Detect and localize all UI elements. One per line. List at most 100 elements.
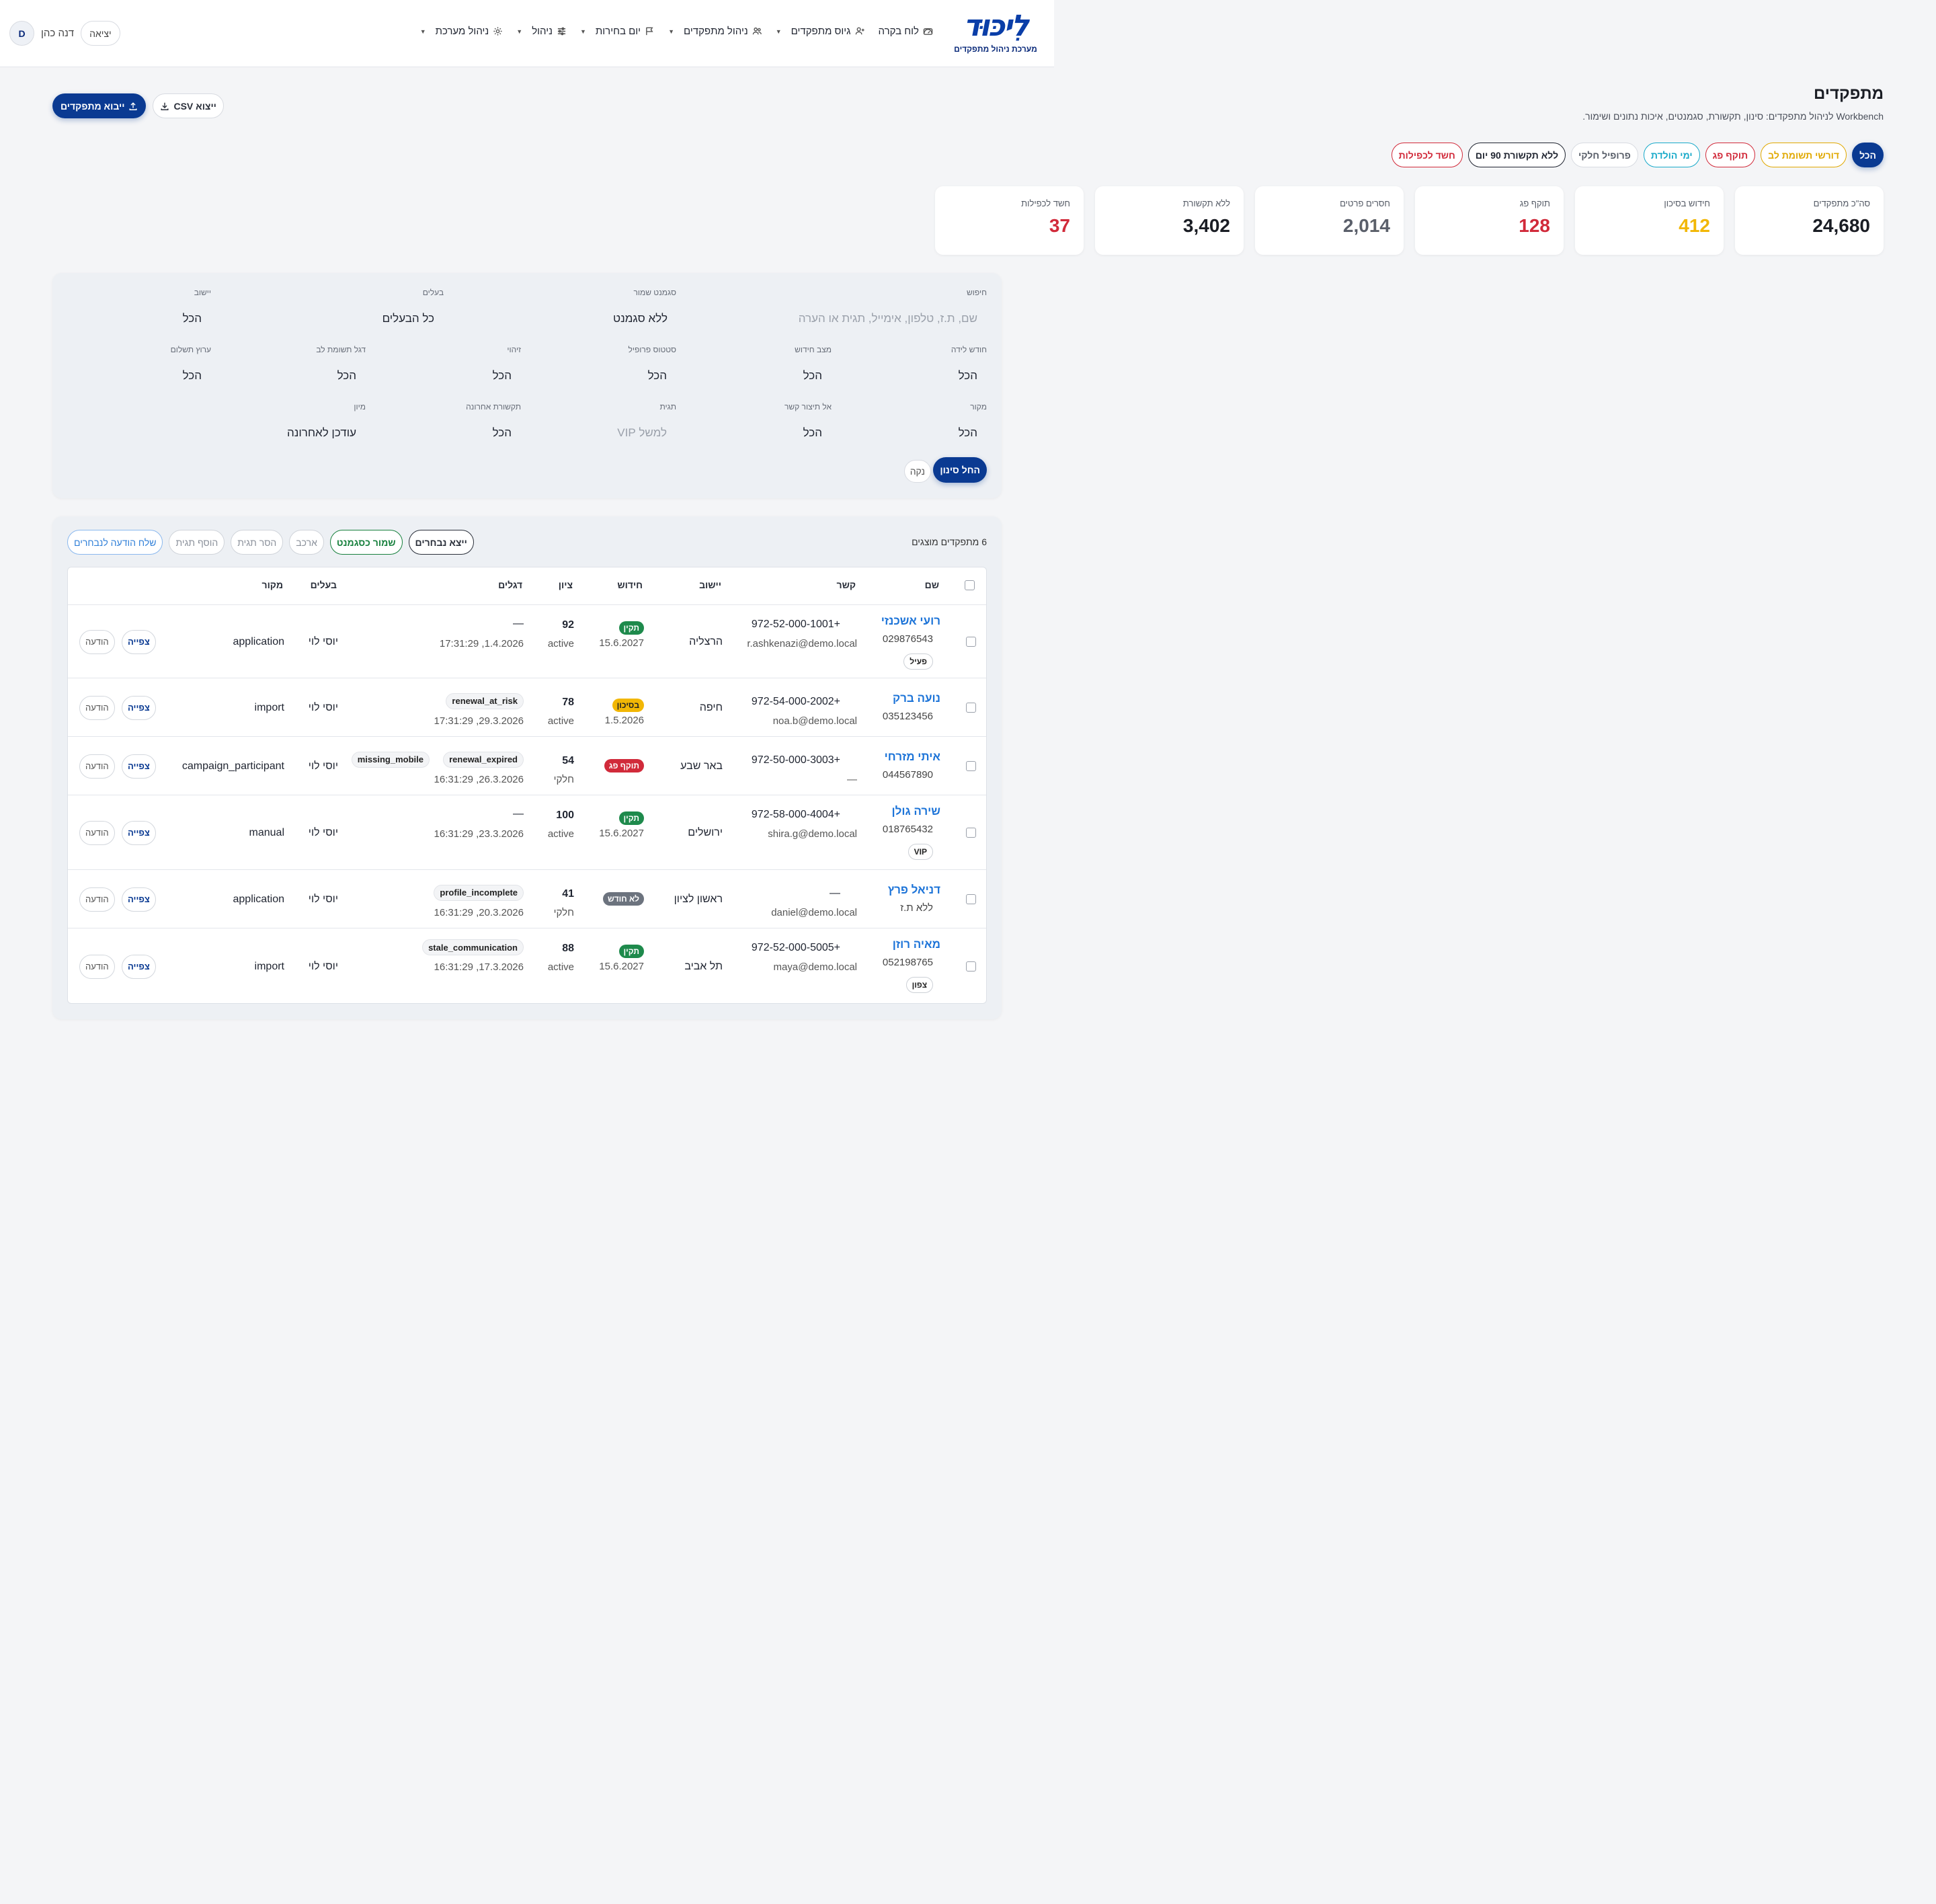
filter-pill-3[interactable]: ימי הולדת [1643, 143, 1700, 167]
sort-label: מיון [354, 402, 366, 411]
flag-chip: stale_communication [422, 939, 524, 955]
member-tag: פעיל [903, 653, 933, 670]
renewal-label: מצב חידוש [795, 345, 832, 354]
member-id: 052198765 [882, 957, 933, 968]
message-button[interactable]: הודעה [79, 695, 115, 720]
view-button[interactable]: צפייה [122, 695, 156, 720]
view-button[interactable]: צפייה [122, 820, 156, 845]
row-checkbox[interactable] [966, 636, 976, 647]
clear-filter-button[interactable]: נקה [903, 460, 931, 483]
last-contact-label: תקשורת אחרונה [466, 402, 521, 411]
source-select[interactable]: הכל [958, 426, 977, 439]
filter-pill-2[interactable]: תוקף פג [1705, 143, 1756, 167]
row-checkbox[interactable] [966, 827, 976, 838]
nav-item-3[interactable]: יום בחירות ▼ [580, 26, 655, 37]
filter-pill-6[interactable]: חשד לכפילות [1391, 143, 1463, 167]
search-input[interactable]: שם, ת.ז, טלפון, אימייל, תגית או הערה [798, 312, 977, 325]
payment-select[interactable]: הכל [182, 369, 202, 382]
export-selected-button[interactable]: ייצא נבחרים [408, 530, 474, 555]
stat-label: תוקף פג [1519, 198, 1550, 208]
renewal-select[interactable]: הכל [803, 369, 822, 382]
attention-select[interactable]: הכל [337, 369, 356, 382]
member-name-link[interactable]: רועי אשכנזי [881, 614, 940, 627]
row-checkbox[interactable] [966, 894, 976, 904]
row-checkbox[interactable] [966, 760, 976, 771]
logo[interactable]: לִיכּוּד מערכת ניהול מתפקדים [951, 8, 1041, 59]
nav-item-2[interactable]: ניהול מתפקדים ▼ [668, 26, 762, 37]
bulk-actions: ייצא נבחרים שמור כסגמנט ארכב הסר תגית הוסף ת… [67, 530, 474, 555]
column-header: יישוב [699, 580, 721, 590]
segment-select[interactable]: ללא סגמנט [613, 312, 668, 325]
page-title: מתפקדים [1813, 85, 1884, 103]
view-button[interactable]: צפייה [122, 887, 156, 912]
payment-label: ערוץ תשלום [170, 345, 211, 354]
view-button[interactable]: צפייה [122, 754, 156, 779]
no-contact-select[interactable]: הכל [803, 426, 822, 439]
last-contact-select[interactable]: הכל [492, 426, 512, 439]
contact-email: maya@demo.local [773, 961, 857, 973]
source-label: מקור [970, 402, 987, 411]
main-nav: לוח בקרה גיוס מתפקדים ▼ ניהול מתפקדים ▼ יום ב… [420, 26, 933, 37]
member-name-link[interactable]: שירה גולן [891, 805, 940, 818]
view-button[interactable]: צפייה [122, 629, 156, 654]
select-all-checkbox[interactable] [965, 580, 975, 590]
column-header: דגלים [498, 580, 522, 590]
renewal-status-badge: בסיכון [612, 698, 644, 712]
sort-select[interactable]: עודכן לאחרונה [286, 426, 356, 439]
filter-pill-4[interactable]: פרופיל חלקי [1571, 143, 1638, 167]
renewal-status-badge: תוקף פג [604, 758, 644, 772]
city: תל אביב [684, 960, 723, 972]
message-button[interactable]: הודעה [79, 887, 115, 912]
member-name-link[interactable]: מאיה רוזן [892, 938, 940, 951]
last-updated: 23.3.2026, 16:31:29 [434, 828, 524, 840]
remove-tag-button[interactable]: הסר תגית [231, 530, 284, 555]
tag-input[interactable]: למשל VIP [617, 426, 667, 439]
view-button[interactable]: צפייה [122, 954, 156, 979]
chevron-down-icon: ▼ [516, 28, 523, 35]
chevron-down-icon: ▼ [775, 28, 782, 35]
member-name-link[interactable]: דניאל פרץ [887, 883, 940, 896]
logout-button[interactable]: יציאה [81, 21, 120, 46]
row-checkbox[interactable] [966, 961, 976, 971]
save-segment-button[interactable]: שמור כסגמנט [329, 530, 403, 555]
city-select[interactable]: הכל [182, 312, 202, 325]
send-message-button[interactable]: שלח הודעה לנבחרים [67, 530, 163, 555]
member-id: 044567890 [882, 768, 933, 781]
message-button[interactable]: הודעה [79, 954, 115, 979]
filter-pill-5[interactable]: ללא תקשורת 90 יום [1467, 143, 1566, 167]
nav-item-4[interactable]: ניהול ▼ [516, 26, 567, 37]
flags-empty: — [513, 808, 524, 820]
message-button[interactable]: הודעה [79, 754, 115, 779]
chevron-down-icon: ▼ [580, 28, 586, 35]
column-header: מקור [261, 580, 283, 590]
message-button[interactable]: הודעה [79, 820, 115, 845]
nav-item-0[interactable]: לוח בקרה [879, 26, 933, 37]
member-name-link[interactable]: איתי מזרחי [884, 750, 940, 763]
renewal-status-badge: תקין [618, 621, 644, 635]
owners-select[interactable]: כל הבעלים [382, 312, 434, 325]
row-checkbox[interactable] [966, 702, 976, 713]
message-button[interactable]: הודעה [79, 629, 115, 654]
export-csv-button[interactable]: ייצוא CSV [153, 93, 224, 118]
archive-button[interactable]: ארכב [289, 530, 324, 555]
import-members-button[interactable]: ייבוא מתפקדים [52, 93, 147, 118]
score-status: active [547, 715, 574, 727]
nav-item-1[interactable]: גיוס מתפקדים ▼ [776, 26, 865, 37]
filter-pill-1[interactable]: דורשי תשומת לב [1761, 143, 1847, 167]
page-subtitle: Workbench לניהול מתפקדים: סינון, תקשורת,… [1582, 111, 1884, 122]
segment-label: סגמנט שמור [633, 288, 676, 297]
column-header: ציון [558, 580, 573, 590]
tag-label: תגית [659, 402, 676, 411]
nav-item-5[interactable]: ניהול מערכת ▼ [420, 26, 503, 37]
avatar[interactable]: D [9, 21, 34, 46]
birth-month-select[interactable]: הכל [958, 369, 977, 382]
chevron-down-icon: ▼ [668, 28, 674, 35]
identity-select[interactable]: הכל [492, 369, 512, 382]
add-tag-button[interactable]: הוסף תגית [169, 530, 225, 555]
member-name-link[interactable]: נועה ברק [893, 691, 940, 705]
apply-filter-button[interactable]: החל סינון [933, 457, 987, 483]
table-row: רועי אשכנזי 029876543 פעיל +972-52-000-1001… [68, 604, 986, 678]
profile-select[interactable]: הכל [647, 369, 667, 382]
filters-panel: חיפוש שם, ת.ז, טלפון, אימייל, תגית או הע… [52, 273, 1002, 498]
filter-pill-0[interactable]: הכל [1852, 143, 1884, 167]
